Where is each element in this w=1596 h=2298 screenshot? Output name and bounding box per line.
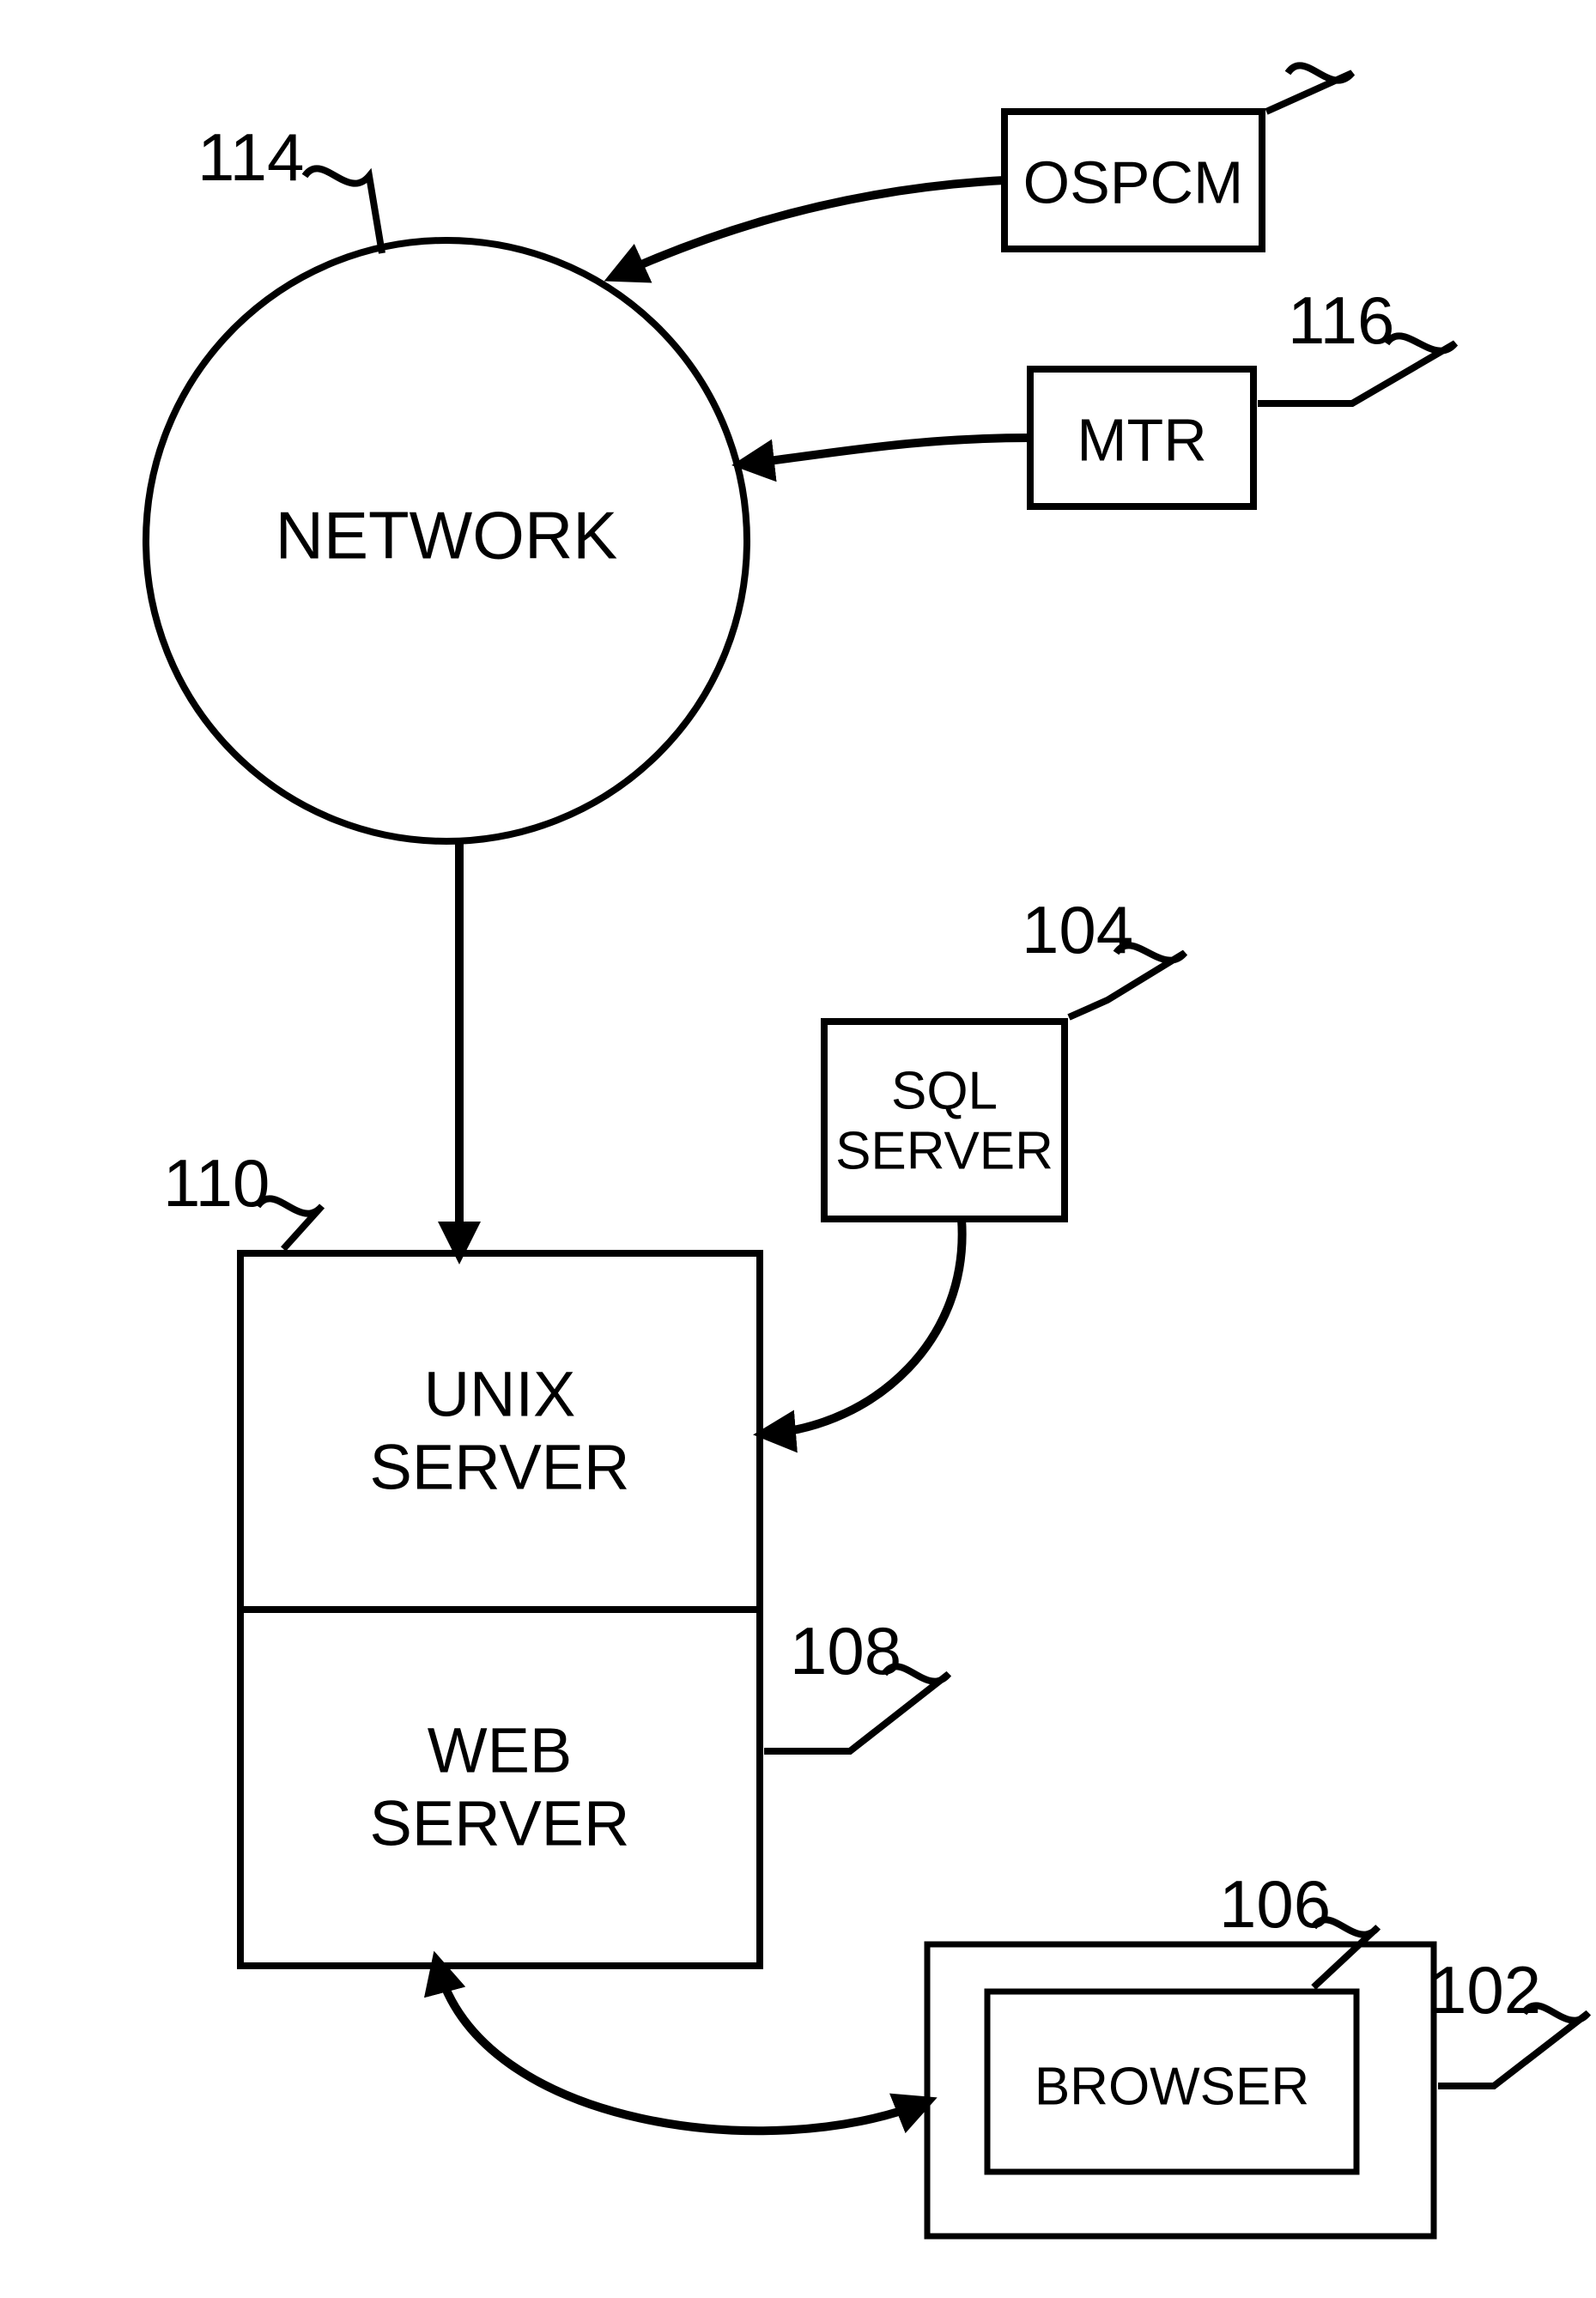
lead-ospcm	[1266, 65, 1352, 112]
ref-106: 106	[1219, 1866, 1331, 1942]
ospcm-label: OSPCM	[1023, 149, 1244, 215]
unix-label-2: SERVER	[370, 1432, 630, 1503]
network-label: NETWORK	[276, 498, 618, 573]
edge-mtr-network	[747, 438, 1030, 464]
unix-label-1: UNIX	[424, 1359, 576, 1430]
lead-114	[305, 168, 382, 253]
browser-label: BROWSER	[1035, 2057, 1309, 2116]
edge-web-browser	[438, 1966, 923, 2131]
ref-108: 108	[790, 1613, 901, 1689]
ref-114: 114	[197, 119, 304, 195]
edge-ospcm-network	[618, 180, 1004, 275]
ref-102: 102	[1429, 1952, 1541, 2028]
ref-116: 116	[1288, 282, 1394, 358]
sql-label-2: SERVER	[835, 1121, 1053, 1180]
mtr-label: MTR	[1077, 406, 1207, 473]
sql-label-1: SQL	[891, 1061, 998, 1120]
edge-sql-unix	[768, 1219, 962, 1434]
ref-110: 110	[163, 1145, 270, 1221]
web-label-1: WEB	[428, 1715, 573, 1786]
web-label-2: SERVER	[370, 1788, 630, 1859]
ref-104: 104	[1022, 892, 1133, 967]
